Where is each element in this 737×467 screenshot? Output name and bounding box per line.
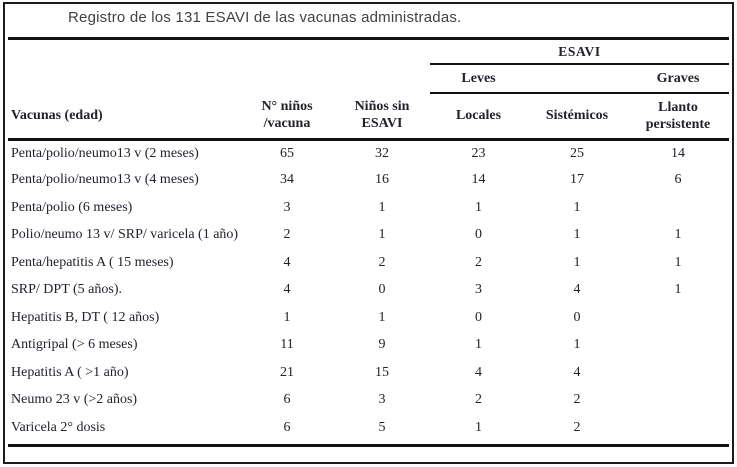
table-body: Penta/polio/neumo13 v (2 meses) 65 32 23… (8, 139, 729, 442)
table-row: Polio/neumo 13 v/ SRP/ varicela (1 año) … (8, 222, 729, 250)
value-cell: 1 (475, 199, 482, 215)
table-row: SRP/ DPT (5 años). 4 0 3 4 1 (8, 277, 729, 305)
mild-group-header: Leves (430, 64, 527, 94)
value-cell: 2 (283, 227, 291, 243)
value-cell: 4 (283, 254, 291, 270)
table-row: Antigripal (> 6 meses) 11 9 1 1 (8, 332, 729, 360)
n-children-column-header: N° niños /vacuna (240, 93, 334, 141)
value-cell: 17 (570, 172, 584, 188)
value-cell: 65 (280, 145, 294, 161)
value-cell: 1 (573, 227, 581, 243)
value-cell (627, 414, 729, 442)
group-header-spacer (8, 40, 430, 64)
severity-spacer (8, 64, 430, 93)
vaccine-label: Polio/neumo 13 v/ SRP/ varicela (1 año) (11, 227, 239, 243)
vaccine-label: Penta/polio (6 meses) (11, 199, 133, 215)
value-cell: 4 (573, 282, 581, 298)
severity-empty-cell (527, 64, 627, 94)
vaccine-label: SRP/ DPT (5 años). (11, 282, 122, 298)
value-cell: 0 (475, 227, 482, 243)
value-cell: 9 (378, 337, 386, 353)
column-header-row: Vacunas (edad) N° niños /vacuna Niños si… (8, 93, 730, 141)
severity-header-row: Leves Graves (8, 64, 730, 94)
value-cell: 3 (283, 199, 291, 215)
value-cell: 3 (475, 282, 482, 298)
value-cell: 25 (570, 145, 584, 161)
value-cell (627, 194, 729, 222)
vaccine-label: Penta/hepatitis A ( 15 meses) (11, 254, 174, 270)
title-rule (8, 37, 729, 40)
vaccine-column-header: Vacunas (edad) (8, 93, 240, 141)
value-cell: 1 (378, 227, 386, 243)
value-cell: 1 (674, 227, 682, 243)
value-cell: 1 (573, 199, 581, 215)
value-cell: 21 (280, 364, 294, 380)
vaccine-label: Varicela 2° dosis (11, 419, 106, 435)
value-cell: 34 (280, 172, 294, 188)
table-row: Hepatitis B, DT ( 12 años) 1 1 0 0 (8, 304, 729, 332)
table-row: Penta/polio/neumo13 v (2 meses) 65 32 23… (8, 139, 729, 167)
vaccine-label: Antigripal (> 6 meses) (11, 337, 138, 353)
value-cell: 1 (378, 309, 386, 325)
value-cell: 2 (475, 254, 482, 270)
value-cell: 4 (573, 364, 581, 380)
value-cell: 23 (471, 145, 486, 161)
value-cell: 2 (475, 392, 482, 408)
severe-group-header: Graves (627, 64, 730, 94)
value-cell: 4 (283, 282, 291, 298)
table-row: Penta/polio (6 meses) 3 1 1 1 (8, 194, 729, 222)
value-cell: 15 (375, 364, 389, 380)
table-row: Neumo 23 v (>2 años) 6 3 2 2 (8, 387, 729, 415)
value-cell: 1 (378, 199, 386, 215)
value-cell: 1 (283, 309, 291, 325)
value-cell: 14 (471, 172, 486, 188)
vaccine-label: Neumo 23 v (>2 años) (11, 392, 138, 408)
vaccine-label: Penta/polio/neumo13 v (2 meses) (11, 145, 199, 161)
vaccine-label: Hepatitis A ( >1 año) (11, 364, 129, 380)
local-column-header: Locales (430, 93, 527, 141)
value-cell: 1 (573, 254, 581, 270)
table-caption: Registro de los 131 ESAVI de las vacunas… (68, 9, 462, 26)
value-cell (627, 359, 729, 387)
value-cell: 0 (573, 309, 581, 325)
value-cell: 5 (378, 419, 386, 435)
systemic-column-header: Sistémicos (527, 93, 627, 141)
value-cell (627, 332, 729, 360)
value-cell: 1 (674, 254, 682, 270)
table-row: Hepatitis A ( >1 año) 21 15 4 4 (8, 359, 729, 387)
bottom-rule (8, 444, 729, 447)
vaccine-label: Hepatitis B, DT ( 12 años) (11, 309, 160, 325)
persistent-cry-column-header: Llanto persistente (627, 93, 730, 141)
value-cell: 1 (573, 337, 581, 353)
value-cell: 4 (475, 364, 482, 380)
value-cell: 16 (375, 172, 389, 188)
value-cell: 6 (283, 392, 291, 408)
value-cell: 6 (674, 172, 682, 188)
group-header-row: ESAVI (8, 40, 730, 65)
value-cell: 1 (475, 337, 482, 353)
value-cell (627, 304, 729, 332)
no-esavi-column-header: Niños sin ESAVI (334, 93, 430, 141)
value-cell: 32 (375, 145, 389, 161)
value-cell: 2 (573, 419, 581, 435)
value-cell: 1 (475, 419, 482, 435)
value-cell: 0 (378, 282, 386, 298)
value-cell: 3 (378, 392, 386, 408)
value-cell: 6 (283, 419, 291, 435)
table-row: Varicela 2° dosis 6 5 1 2 (8, 414, 729, 442)
value-cell: 2 (378, 254, 386, 270)
esavi-table: ESAVI Leves Graves Vacunas (edad) N° niñ… (8, 40, 730, 442)
value-cell: 1 (674, 282, 682, 298)
esavi-group-header: ESAVI (430, 40, 730, 65)
value-cell: 14 (671, 145, 685, 161)
table-row: Penta/hepatitis A ( 15 meses) 4 2 2 1 1 (8, 249, 729, 277)
table-row: Penta/polio/neumo13 v (4 meses) 34 16 14… (8, 167, 729, 195)
value-cell: 11 (280, 337, 294, 353)
value-cell: 2 (573, 392, 581, 408)
table-header: ESAVI Leves Graves Vacunas (edad) N° niñ… (8, 40, 730, 141)
value-cell (627, 387, 729, 415)
value-cell: 0 (475, 309, 482, 325)
vaccine-label: Penta/polio/neumo13 v (4 meses) (11, 172, 199, 188)
